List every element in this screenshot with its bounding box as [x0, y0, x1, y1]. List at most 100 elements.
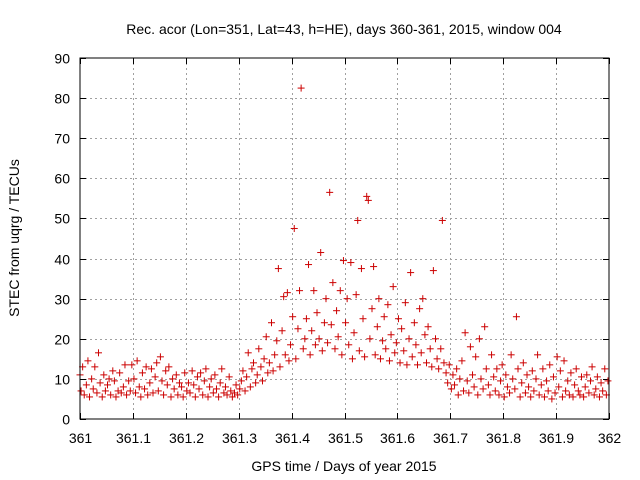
data-point: [565, 391, 573, 399]
data-point: [265, 359, 273, 367]
data-point: [560, 357, 568, 365]
data-point: [458, 357, 466, 365]
data-point: [260, 355, 268, 363]
data-point: [366, 335, 374, 343]
data-point: [188, 367, 196, 375]
data-point: [352, 291, 360, 299]
data-point: [599, 387, 607, 395]
data-point: [172, 371, 180, 379]
data-point: [371, 351, 379, 359]
data-point: [236, 385, 244, 393]
data-point: [186, 389, 194, 397]
data-point: [574, 387, 582, 395]
data-point: [195, 385, 203, 393]
data-point: [500, 393, 508, 401]
data-point: [276, 363, 284, 371]
y-tick-label: 50: [54, 211, 70, 227]
data-point: [588, 363, 596, 371]
data-point: [392, 339, 400, 347]
data-point: [154, 387, 162, 395]
data-point: [401, 299, 409, 307]
data-point: [82, 381, 90, 389]
data-point: [490, 373, 498, 381]
data-point: [193, 373, 201, 381]
data-point: [364, 196, 372, 204]
data-point: [336, 287, 344, 295]
data-point: [580, 393, 588, 401]
data-point: [158, 377, 166, 385]
data-point: [523, 371, 531, 379]
data-point: [424, 323, 432, 331]
data-point: [518, 379, 526, 387]
data-point: [396, 359, 404, 367]
data-point: [509, 375, 517, 383]
data-point: [440, 359, 448, 367]
data-point: [543, 377, 551, 385]
data-point: [107, 391, 115, 399]
data-point: [313, 309, 321, 317]
data-point: [151, 373, 159, 381]
tick-labels: 361 361.1 361.2 361.3 361.4 361.5 361.6 361.7 36…: [54, 51, 621, 447]
data-point: [368, 305, 376, 313]
data-point: [373, 323, 381, 331]
data-point: [535, 391, 543, 399]
data-point: [380, 313, 388, 321]
data-point: [190, 381, 198, 389]
chart-title: Rec. acor (Lon=351, Lat=43, h=HE), days …: [126, 21, 562, 37]
data-point: [112, 393, 120, 401]
data-point: [324, 339, 332, 347]
y-axis-label: STEC from uqrg / TECUs: [6, 159, 22, 317]
data-point: [296, 287, 304, 295]
data-point: [147, 365, 155, 373]
data-point: [234, 391, 242, 399]
data-point: [165, 363, 173, 371]
data-point: [555, 383, 563, 391]
data-point: [338, 351, 346, 359]
data-point: [516, 393, 524, 401]
data-point: [320, 319, 328, 327]
data-point: [363, 192, 371, 200]
data-point: [347, 259, 355, 267]
data-point: [479, 385, 487, 393]
data-point: [77, 387, 85, 395]
data-point: [417, 349, 425, 357]
data-point: [357, 265, 365, 273]
data-point: [416, 305, 424, 313]
data-point: [207, 375, 215, 383]
data-point: [539, 365, 547, 373]
data-point: [175, 379, 183, 387]
data-point: [472, 353, 480, 361]
data-point: [486, 391, 494, 399]
data-point: [329, 279, 337, 287]
data-point: [354, 216, 362, 224]
data-point: [239, 367, 247, 375]
data-point: [310, 287, 318, 295]
data-point: [206, 383, 214, 391]
data-point: [497, 377, 505, 385]
data-point: [601, 365, 609, 373]
data-point: [422, 359, 430, 367]
data-point: [218, 365, 226, 373]
data-point: [465, 389, 473, 397]
data-point: [170, 385, 178, 393]
data-point: [572, 365, 580, 373]
data-point: [405, 335, 413, 343]
data-point: [382, 345, 390, 353]
y-tick-label: 80: [54, 91, 70, 107]
data-point: [178, 383, 186, 391]
data-point: [581, 383, 589, 391]
data-point: [438, 216, 446, 224]
data-point: [385, 357, 393, 365]
data-point: [604, 377, 612, 385]
data-point: [317, 249, 325, 257]
x-tick-label: 361.3: [222, 430, 257, 446]
data-point: [408, 353, 416, 361]
data-point: [507, 351, 515, 359]
data-point: [445, 361, 453, 369]
data-point: [280, 293, 288, 301]
data-point: [398, 325, 406, 333]
data-point: [281, 351, 289, 359]
data-point: [100, 371, 108, 379]
data-point: [174, 391, 182, 399]
data-point: [327, 321, 335, 329]
